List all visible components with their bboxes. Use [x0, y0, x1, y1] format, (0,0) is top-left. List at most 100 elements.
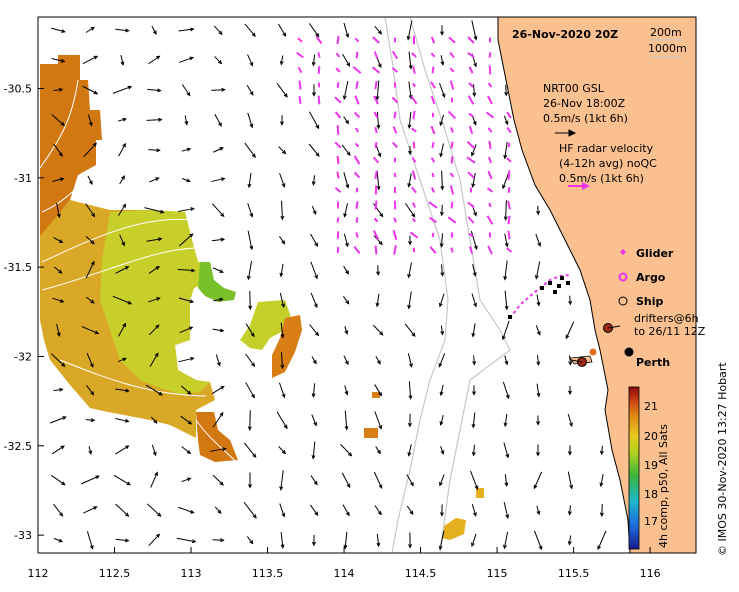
- current-arrow-head: [315, 33, 320, 38]
- current-arrow: [473, 355, 475, 365]
- current-arrow: [535, 325, 541, 335]
- current-arrow: [86, 531, 94, 549]
- hf-radar-arrow: [354, 142, 360, 148]
- map-title: 26-Nov-2020 20Z: [512, 28, 618, 41]
- current-arrow-head: [505, 453, 510, 459]
- y-tick-label: -30.5: [4, 82, 32, 95]
- current-arrow: [376, 533, 380, 547]
- current-arrow: [82, 85, 98, 95]
- current-arrow: [212, 474, 224, 486]
- current-arrow: [151, 25, 157, 35]
- current-arrow: [281, 200, 283, 220]
- current-arrow: [503, 501, 509, 519]
- current-arrow-head: [569, 484, 574, 490]
- current-arrow: [213, 25, 223, 35]
- hf-radar-arrow: [468, 246, 474, 254]
- current-arrow: [343, 172, 349, 188]
- current-arrow: [53, 503, 63, 517]
- current-arrow: [243, 442, 257, 458]
- current-arrow: [503, 442, 509, 458]
- current-arrow: [406, 474, 414, 486]
- current-arrow-head: [283, 93, 288, 98]
- current-arrow: [212, 328, 224, 332]
- current-arrow-head: [346, 483, 351, 489]
- current-arrow: [279, 292, 285, 308]
- current-arrow-head: [249, 91, 254, 96]
- current-arrow: [376, 170, 380, 190]
- current-arrow-head: [439, 421, 444, 426]
- current-arrow: [115, 538, 129, 542]
- current-arrow-head: [247, 426, 252, 431]
- current-arrow: [53, 537, 63, 543]
- current-arrow: [215, 354, 221, 366]
- hf-radar-arrow: [391, 67, 399, 73]
- current-arrow-head: [345, 300, 350, 305]
- current-arrow-head: [248, 305, 253, 311]
- current-arrow-head: [344, 360, 349, 366]
- current-arrow: [211, 203, 225, 217]
- y-tick-label: -33: [14, 529, 32, 542]
- current-arrow: [473, 444, 475, 456]
- current-arrow: [407, 353, 413, 367]
- current-arrow: [344, 385, 348, 395]
- hf-radar-arrow: [450, 127, 454, 133]
- current-arrow: [504, 141, 508, 159]
- current-arrow-head: [377, 449, 381, 455]
- current-arrow: [600, 473, 604, 487]
- current-arrow: [309, 504, 319, 516]
- current-arrow-head: [473, 35, 478, 41]
- current-arrow-head: [184, 120, 189, 126]
- current-arrow-head: [120, 61, 125, 67]
- current-arrow: [51, 58, 65, 62]
- current-arrow-head: [376, 360, 381, 365]
- current-arrow-head: [60, 121, 65, 127]
- current-arrow: [340, 443, 352, 457]
- current-arrow-head: [314, 331, 320, 337]
- sst-patch-center-warm: [272, 315, 302, 378]
- current-arrow-head: [56, 213, 61, 219]
- current-arrow: [150, 472, 158, 488]
- current-arrow-head: [122, 203, 127, 208]
- current-arrow-head: [157, 512, 162, 517]
- current-arrow: [471, 144, 477, 156]
- current-arrow-head: [439, 211, 444, 217]
- current-arrow-head: [280, 334, 285, 339]
- current-arrow: [375, 355, 381, 365]
- current-arrow: [115, 445, 129, 455]
- current-arrow: [535, 261, 541, 279]
- current-arrow-head: [279, 60, 284, 66]
- current-arrow-head: [407, 422, 412, 428]
- current-arrow: [214, 56, 222, 64]
- hf-radar-arrow: [353, 155, 361, 165]
- current-arrow-head: [91, 212, 96, 218]
- current-arrow: [375, 446, 381, 454]
- current-arrow-head: [534, 275, 539, 280]
- y-axis-labels: -30.5 -31 -31.5 -32 -32.5 -33: [4, 82, 32, 542]
- x-tick-label: 115: [487, 567, 508, 580]
- current-arrow: [87, 114, 93, 126]
- current-arrow: [408, 381, 412, 399]
- hf-radar-arrow: [373, 111, 379, 119]
- current-arrow: [280, 263, 284, 277]
- current-arrow-head: [599, 512, 604, 518]
- colorbar: [628, 386, 640, 550]
- current-arrow-head: [504, 91, 509, 97]
- credit-text: © IMOS 30-Nov-2020 13:27 Hobart: [716, 362, 729, 556]
- current-arrow-head: [218, 122, 222, 127]
- current-arrow: [115, 388, 129, 392]
- hf-radar-arrow: [336, 155, 340, 165]
- current-arrow-head: [280, 544, 285, 549]
- hf-radar-arrow: [334, 111, 342, 119]
- current-arrow-head: [281, 240, 286, 245]
- hf-radar-arrow: [448, 36, 456, 44]
- current-arrow-head: [190, 509, 195, 514]
- current-arrow-head: [60, 445, 65, 450]
- hf-radar-arrow: [392, 126, 398, 134]
- current-arrow: [247, 230, 253, 250]
- hf-radar-arrow: [373, 95, 379, 105]
- current-arrow: [344, 326, 348, 334]
- current-arrow-head: [158, 391, 163, 396]
- hf-radar-arrow: [355, 217, 359, 223]
- current-arrow: [88, 445, 92, 455]
- current-arrow-head: [343, 544, 348, 550]
